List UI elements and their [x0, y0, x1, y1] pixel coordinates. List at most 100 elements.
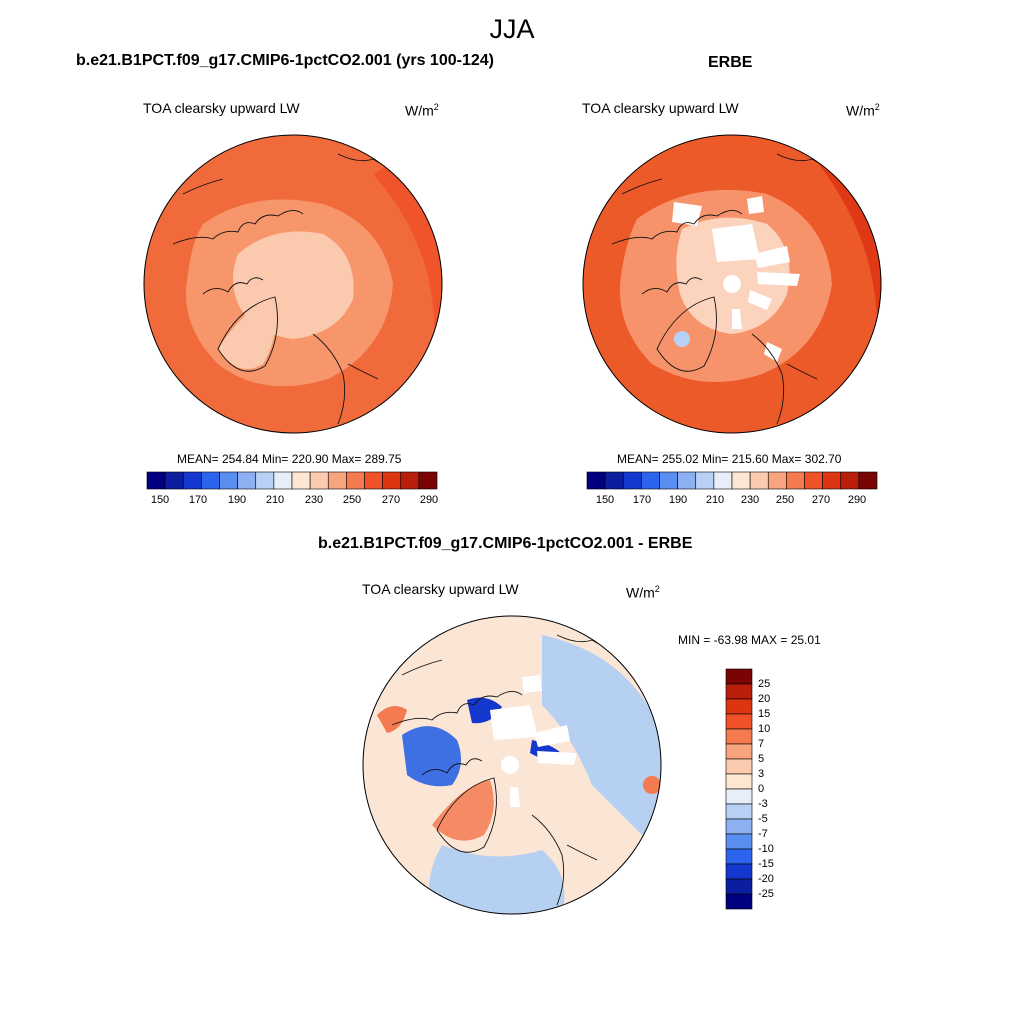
colorbar-swatch	[604, 471, 624, 490]
colorbar-swatch	[418, 471, 438, 490]
obs-stats-label: MEAN= 255.02 Min= 215.60 Max= 302.70	[617, 452, 842, 466]
diff-colorbar-tick-label: -25	[758, 888, 774, 900]
obs-colorbar-tick-label: 170	[632, 494, 652, 506]
model-polar-map	[143, 134, 443, 434]
colorbar-swatch	[309, 471, 329, 490]
diff-field-warm-spot	[643, 776, 661, 794]
obs-colorbar-tick-label: 290	[847, 494, 867, 506]
model-colorbar-tick-label: 150	[150, 494, 170, 506]
obs-missing-data	[672, 196, 800, 362]
colorbar-swatch	[291, 471, 311, 490]
model-colorbar-tick-label: 230	[304, 494, 324, 506]
model-colorbar-tick-label: 190	[227, 494, 247, 506]
obs-colorbar-tick-label: 270	[811, 494, 831, 506]
diff-polar-map	[362, 615, 662, 915]
page-title: JJA	[489, 14, 535, 44]
diff-colorbar-tick-label: 10	[758, 723, 771, 735]
obs-units-label: W/m2	[846, 102, 880, 119]
colorbar-swatch	[237, 471, 257, 490]
diff-colorbar-tick-label: 20	[758, 693, 771, 705]
colorbar-swatch	[725, 668, 753, 685]
diff-field-warm-greenland	[432, 780, 494, 841]
diff-stats-label: MIN = -63.98 MAX = 25.01	[678, 633, 821, 647]
diff-units-label: W/m2	[626, 584, 660, 601]
colorbar-swatch	[725, 878, 753, 895]
colorbar-swatch	[725, 743, 753, 760]
obs-colorbar-tick-label: 210	[705, 494, 725, 506]
model-colorbar-tick-label: 170	[188, 494, 208, 506]
colorbar-swatch	[641, 471, 660, 490]
colorbar-swatch	[725, 863, 753, 880]
obs-colorbar-tick-label: 230	[740, 494, 760, 506]
colorbar-swatch	[822, 471, 842, 490]
model-units-label: W/m2	[405, 102, 439, 119]
diff-colorbar-tick-label: 3	[758, 768, 765, 780]
model-map-border	[143, 134, 443, 434]
model-field-warm-east	[343, 135, 442, 433]
colorbar-swatch	[346, 471, 365, 490]
model-colorbar-tick-label: 210	[265, 494, 285, 506]
model-stats-label: MEAN= 254.84 Min= 220.90 Max= 289.75	[177, 452, 402, 466]
model-colorbar-tick-label: 290	[419, 494, 439, 506]
colorbar-swatch	[327, 471, 347, 490]
model-coastlines	[172, 153, 404, 425]
colorbar-swatch	[677, 471, 697, 490]
colorbar-swatch	[725, 833, 753, 850]
colorbar-swatch	[725, 683, 753, 700]
colorbar-swatch	[731, 471, 751, 490]
diff-colorbar-tick-label: 25	[758, 678, 771, 690]
obs-panel-title: ERBE	[708, 54, 753, 71]
obs-polar-map	[582, 134, 882, 434]
diff-missing-data	[490, 675, 577, 807]
colorbar-swatch	[182, 471, 202, 490]
colorbar-swatch	[725, 773, 753, 790]
obs-colorbar-tick-label: 250	[775, 494, 795, 506]
colorbar-swatch	[725, 818, 753, 835]
model-colorbar-tick-label: 270	[381, 494, 401, 506]
model-variable-label: TOA clearsky upward LW	[143, 100, 300, 116]
colorbar-swatch	[725, 713, 753, 730]
colorbar-swatch	[725, 728, 753, 745]
diff-map-border	[362, 615, 662, 915]
colorbar-swatch	[725, 848, 753, 865]
diff-colorbar-tick-label: 15	[758, 708, 771, 720]
diff-field-blue-west	[402, 726, 461, 787]
colorbar-swatch	[725, 698, 753, 715]
diff-colorbar-tick-label: -20	[758, 873, 774, 885]
colorbar-swatch	[201, 471, 220, 490]
obs-colorbar-labels: 150 170 190 210 230 250 270 290	[587, 494, 877, 508]
colorbar-swatch	[586, 471, 606, 490]
diff-coastlines	[391, 634, 623, 906]
colorbar-swatch	[659, 471, 678, 490]
model-colorbar-tick-label: 250	[342, 494, 362, 506]
colorbar-swatch	[364, 471, 383, 490]
diff-colorbar-tick-label: -10	[758, 843, 774, 855]
diff-field-warm-west	[377, 706, 407, 733]
model-panel-title: b.e21.B1PCT.f09_g17.CMIP6-1pctCO2.001 (y…	[76, 52, 494, 69]
colorbar-swatch	[273, 471, 293, 490]
colorbar-swatch	[804, 471, 823, 490]
colorbar-swatch	[695, 471, 715, 490]
model-greenland-field	[218, 299, 276, 369]
colorbar-swatch	[858, 471, 878, 490]
colorbar-swatch	[725, 758, 753, 775]
obs-colorbar	[586, 471, 878, 490]
diff-colorbar-labels: 25 20 15 10 7 5 3 0 -3 -5 -7 -10 -15 -20…	[758, 669, 788, 909]
diff-colorbar	[725, 668, 753, 910]
colorbar-swatch	[219, 471, 238, 490]
obs-map-border	[582, 134, 882, 434]
obs-greenland-cool-spot	[674, 331, 690, 347]
colorbar-swatch	[786, 471, 805, 490]
colorbar-swatch	[749, 471, 769, 490]
diff-field-cool-east	[542, 635, 661, 855]
obs-field-warm-east	[782, 135, 881, 433]
colorbar-swatch	[725, 803, 753, 820]
model-colorbar	[146, 471, 438, 490]
diff-colorbar-tick-label: 7	[758, 738, 765, 750]
model-colorbar-labels: 150 170 190 210 230 250 270 290	[147, 494, 439, 508]
diff-colorbar-tick-label: -5	[758, 813, 768, 825]
diff-colorbar-tick-label: 5	[758, 753, 765, 765]
obs-colorbar-tick-label: 150	[595, 494, 615, 506]
colorbar-swatch	[164, 471, 184, 490]
diff-colorbar-tick-label: -15	[758, 858, 774, 870]
